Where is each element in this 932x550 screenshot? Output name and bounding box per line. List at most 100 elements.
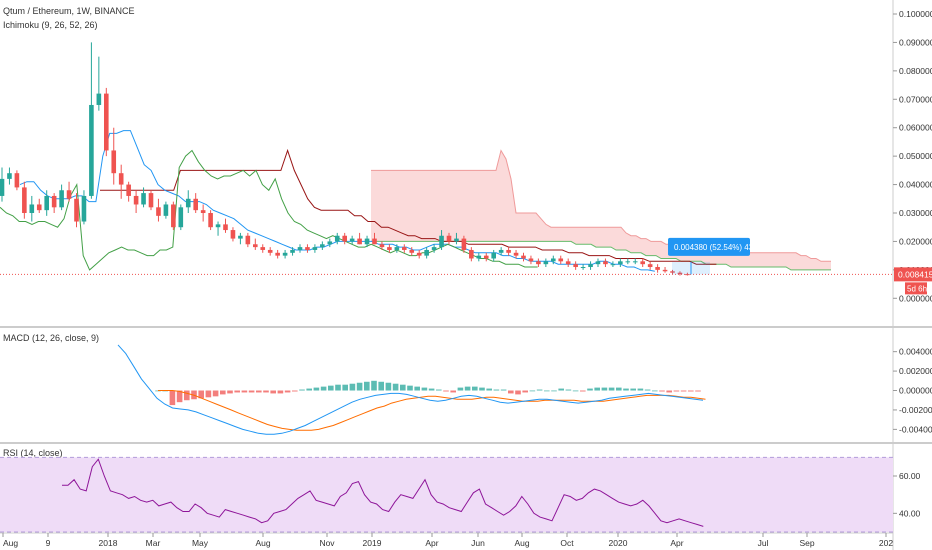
macd-histogram-bar: [306, 388, 312, 391]
price-tick-label: 0.080000: [899, 66, 932, 76]
macd-histogram-bar: [565, 389, 572, 391]
candle-body: [416, 252, 422, 256]
candle-body: [7, 173, 12, 179]
macd-tick-label: 0.002000: [899, 366, 932, 376]
candle-body: [260, 247, 266, 250]
candle-body: [267, 249, 273, 253]
candle-body: [66, 190, 72, 199]
candle-body: [372, 238, 377, 245]
price-tick-label: 0.060000: [899, 123, 932, 133]
candle-body: [580, 267, 586, 269]
macd-histogram-bar: [284, 390, 291, 393]
macd-histogram-bar: [205, 390, 212, 398]
macd-histogram-bar: [695, 390, 701, 392]
time-tick-label: 2018: [99, 538, 118, 548]
macd-histogram-bar: [270, 390, 276, 394]
macd-histogram-bar: [407, 385, 413, 391]
candle-body: [104, 93, 109, 151]
price-tick-label: 0.090000: [899, 37, 932, 47]
macd-histogram-bar: [364, 381, 370, 391]
candle-body: [379, 244, 385, 248]
macd-signal-line: [158, 390, 706, 431]
macd-histogram-bar: [623, 388, 629, 391]
candle-body: [215, 224, 221, 228]
candle-body: [245, 235, 251, 245]
macd-histogram-bar: [227, 390, 233, 394]
time-tick-label: 202: [879, 538, 893, 548]
last-price-tag: [894, 267, 932, 282]
countdown-value: 5d 6h: [907, 284, 927, 293]
candle-body: [402, 247, 407, 250]
candle-body: [565, 261, 571, 265]
candle-body: [118, 173, 124, 185]
candle-body: [409, 249, 415, 253]
candle-body: [513, 252, 519, 256]
candle-body: [178, 207, 184, 228]
candle-body: [36, 204, 42, 211]
rsi-legend: RSI (14, close): [3, 448, 63, 458]
candle-body: [223, 224, 228, 231]
macd-histogram-bar: [587, 388, 593, 391]
candle-body: [334, 235, 340, 242]
macd-histogram-bar: [320, 386, 327, 391]
macd-histogram-bar: [371, 380, 377, 391]
candle-body: [290, 249, 295, 253]
macd-histogram-bar: [500, 389, 507, 391]
macd-histogram-bar: [241, 390, 248, 393]
time-tick-label: Apr: [425, 538, 438, 548]
candle-body: [446, 235, 452, 242]
candle-body: [387, 247, 392, 250]
candle-body: [461, 238, 467, 250]
rsi-tick-label: 40.00: [899, 508, 921, 518]
candle-body: [320, 244, 325, 248]
candle-body: [618, 261, 623, 265]
candle-body: [44, 195, 49, 211]
candle-body: [297, 247, 303, 250]
candle-body: [543, 261, 549, 265]
kijun-line: [100, 148, 717, 265]
candle-body: [603, 261, 608, 265]
macd-histogram-bar: [212, 390, 219, 397]
macd-histogram-bar: [673, 390, 680, 392]
candle-body: [521, 255, 526, 259]
candle-body: [424, 249, 429, 256]
macd-histogram-bar: [522, 390, 528, 393]
macd-histogram-bar: [688, 390, 694, 392]
macd-histogram-bar: [428, 388, 435, 391]
candle-body: [595, 261, 601, 265]
candle-body: [588, 264, 593, 268]
candle-body: [640, 261, 645, 265]
macd-histogram-bar: [335, 384, 341, 391]
macd-tick-label: 0.004000: [899, 347, 932, 357]
candle-body: [0, 178, 5, 196]
price-tick-label: 0.030000: [899, 208, 932, 218]
candle-body: [253, 244, 258, 248]
macd-histogram-bar: [515, 390, 521, 395]
candle-body: [498, 249, 504, 253]
candle-body: [632, 261, 638, 263]
macd-histogram-bar: [630, 388, 636, 391]
candle-body: [148, 193, 154, 208]
macd-tick-label: -0.002000: [899, 405, 932, 415]
time-tick-label: 2020: [609, 538, 628, 548]
last-price-value: 0.008415: [898, 269, 932, 279]
macd-histogram-bar: [328, 385, 334, 391]
macd-histogram-bar: [558, 388, 564, 391]
macd-histogram-bar: [263, 390, 269, 393]
candle-body: [558, 258, 564, 262]
macd-histogram-bar: [184, 390, 190, 401]
candle-body: [96, 93, 102, 105]
macd-histogram-bar: [299, 389, 305, 391]
candle-body: [238, 235, 243, 239]
macd-histogram-bar: [356, 382, 363, 391]
lagging-line: [0, 149, 538, 271]
macd-histogram-bar: [536, 389, 543, 391]
macd-histogram-bar: [659, 390, 665, 392]
candle-body: [670, 271, 675, 273]
price-tick-label: 0.000000: [899, 293, 932, 303]
macd-histogram-bar: [436, 389, 442, 391]
cloud-span-a-line: [371, 149, 831, 262]
macd-histogram-bar: [443, 390, 449, 392]
macd-histogram-bar: [248, 390, 255, 393]
